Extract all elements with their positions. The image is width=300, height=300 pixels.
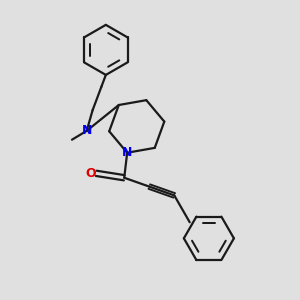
- Text: N: N: [82, 124, 92, 137]
- Text: N: N: [122, 146, 132, 159]
- Text: O: O: [86, 167, 96, 180]
